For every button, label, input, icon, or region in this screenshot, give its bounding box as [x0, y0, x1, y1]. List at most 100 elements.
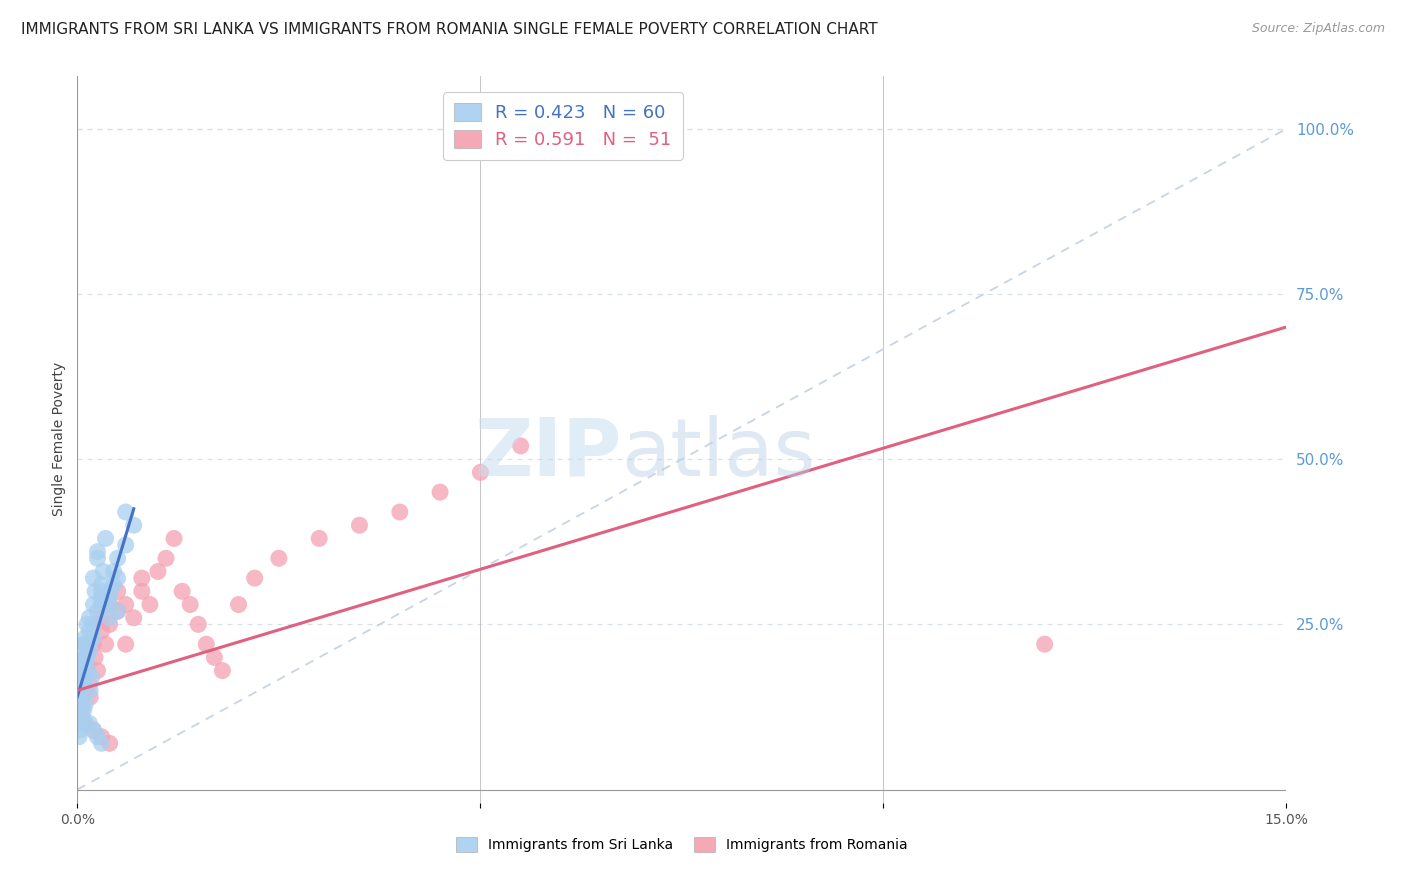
Point [67, 730, 90, 744]
Point [90, 611, 112, 625]
Point [69, 723, 91, 737]
Point [86, 604, 108, 618]
Point [509, 439, 531, 453]
Point [86, 544, 108, 558]
Point [70, 703, 93, 717]
Point [84, 584, 107, 599]
Point [388, 505, 411, 519]
Point [69, 677, 91, 691]
Point [172, 584, 194, 599]
Point [122, 611, 145, 625]
Point [146, 565, 169, 579]
Point [470, 466, 492, 480]
Point [67, 670, 90, 684]
Text: Source: ZipAtlas.com: Source: ZipAtlas.com [1251, 22, 1385, 36]
Point [98, 736, 121, 750]
Point [75, 716, 97, 731]
Point [90, 598, 112, 612]
Point [79, 644, 101, 658]
Point [114, 598, 136, 612]
Point [79, 683, 101, 698]
Point [98, 591, 121, 605]
Point [76, 617, 98, 632]
Point [82, 723, 104, 737]
Point [72, 650, 94, 665]
Point [86, 664, 108, 678]
Point [179, 598, 201, 612]
Point [103, 565, 125, 579]
Point [90, 624, 112, 638]
Point [243, 571, 266, 585]
Point [86, 730, 108, 744]
Point [155, 551, 177, 566]
Point [107, 604, 129, 618]
Point [70, 710, 93, 724]
Point [80, 670, 103, 684]
Point [75, 637, 97, 651]
Point [75, 631, 97, 645]
Point [114, 505, 136, 519]
Point [79, 624, 101, 638]
Point [70, 677, 93, 691]
Y-axis label: Single Female Poverty: Single Female Poverty [52, 362, 66, 516]
Point [98, 598, 121, 612]
Point [69, 690, 91, 704]
Point [67, 697, 90, 711]
Point [202, 650, 225, 665]
Point [90, 578, 112, 592]
Point [82, 617, 104, 632]
Point [79, 611, 101, 625]
Point [211, 664, 233, 678]
Point [98, 611, 121, 625]
Point [72, 664, 94, 678]
Point [73, 683, 96, 698]
Point [72, 664, 94, 678]
Point [195, 637, 218, 651]
Point [67, 670, 90, 684]
Point [73, 703, 96, 717]
Point [82, 598, 104, 612]
Text: IMMIGRANTS FROM SRI LANKA VS IMMIGRANTS FROM ROMANIA SINGLE FEMALE POVERTY CORRE: IMMIGRANTS FROM SRI LANKA VS IMMIGRANTS … [21, 22, 877, 37]
Point [90, 736, 112, 750]
Point [76, 650, 98, 665]
Point [82, 723, 104, 737]
Text: ZIP: ZIP [474, 415, 621, 493]
Point [131, 571, 153, 585]
Point [86, 551, 108, 566]
Point [69, 657, 91, 671]
Point [228, 598, 250, 612]
Point [429, 485, 451, 500]
Point [82, 571, 104, 585]
Point [91, 565, 114, 579]
Point [73, 677, 96, 691]
Point [90, 591, 112, 605]
Point [82, 637, 104, 651]
Point [107, 551, 129, 566]
Point [308, 532, 330, 546]
Point [349, 518, 371, 533]
Point [75, 637, 97, 651]
Point [82, 631, 104, 645]
Point [267, 551, 290, 566]
Point [90, 584, 112, 599]
Point [70, 683, 93, 698]
Point [84, 650, 107, 665]
Point [79, 716, 101, 731]
Point [79, 677, 101, 691]
Point [114, 538, 136, 552]
Point [114, 637, 136, 651]
Point [76, 664, 98, 678]
Point [187, 617, 209, 632]
Point [103, 578, 125, 592]
Point [75, 650, 97, 665]
Point [79, 690, 101, 704]
Point [75, 697, 97, 711]
Legend: Immigrants from Sri Lanka, Immigrants from Romania: Immigrants from Sri Lanka, Immigrants fr… [450, 831, 914, 857]
Text: atlas: atlas [621, 415, 815, 493]
Point [98, 584, 121, 599]
Point [131, 584, 153, 599]
Point [163, 532, 186, 546]
Point [75, 650, 97, 665]
Point [94, 637, 117, 651]
Point [107, 571, 129, 585]
